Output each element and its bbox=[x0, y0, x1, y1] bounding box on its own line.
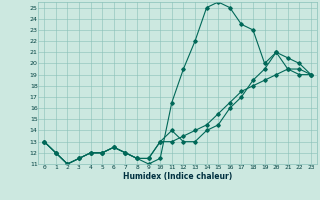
X-axis label: Humidex (Indice chaleur): Humidex (Indice chaleur) bbox=[123, 172, 232, 181]
